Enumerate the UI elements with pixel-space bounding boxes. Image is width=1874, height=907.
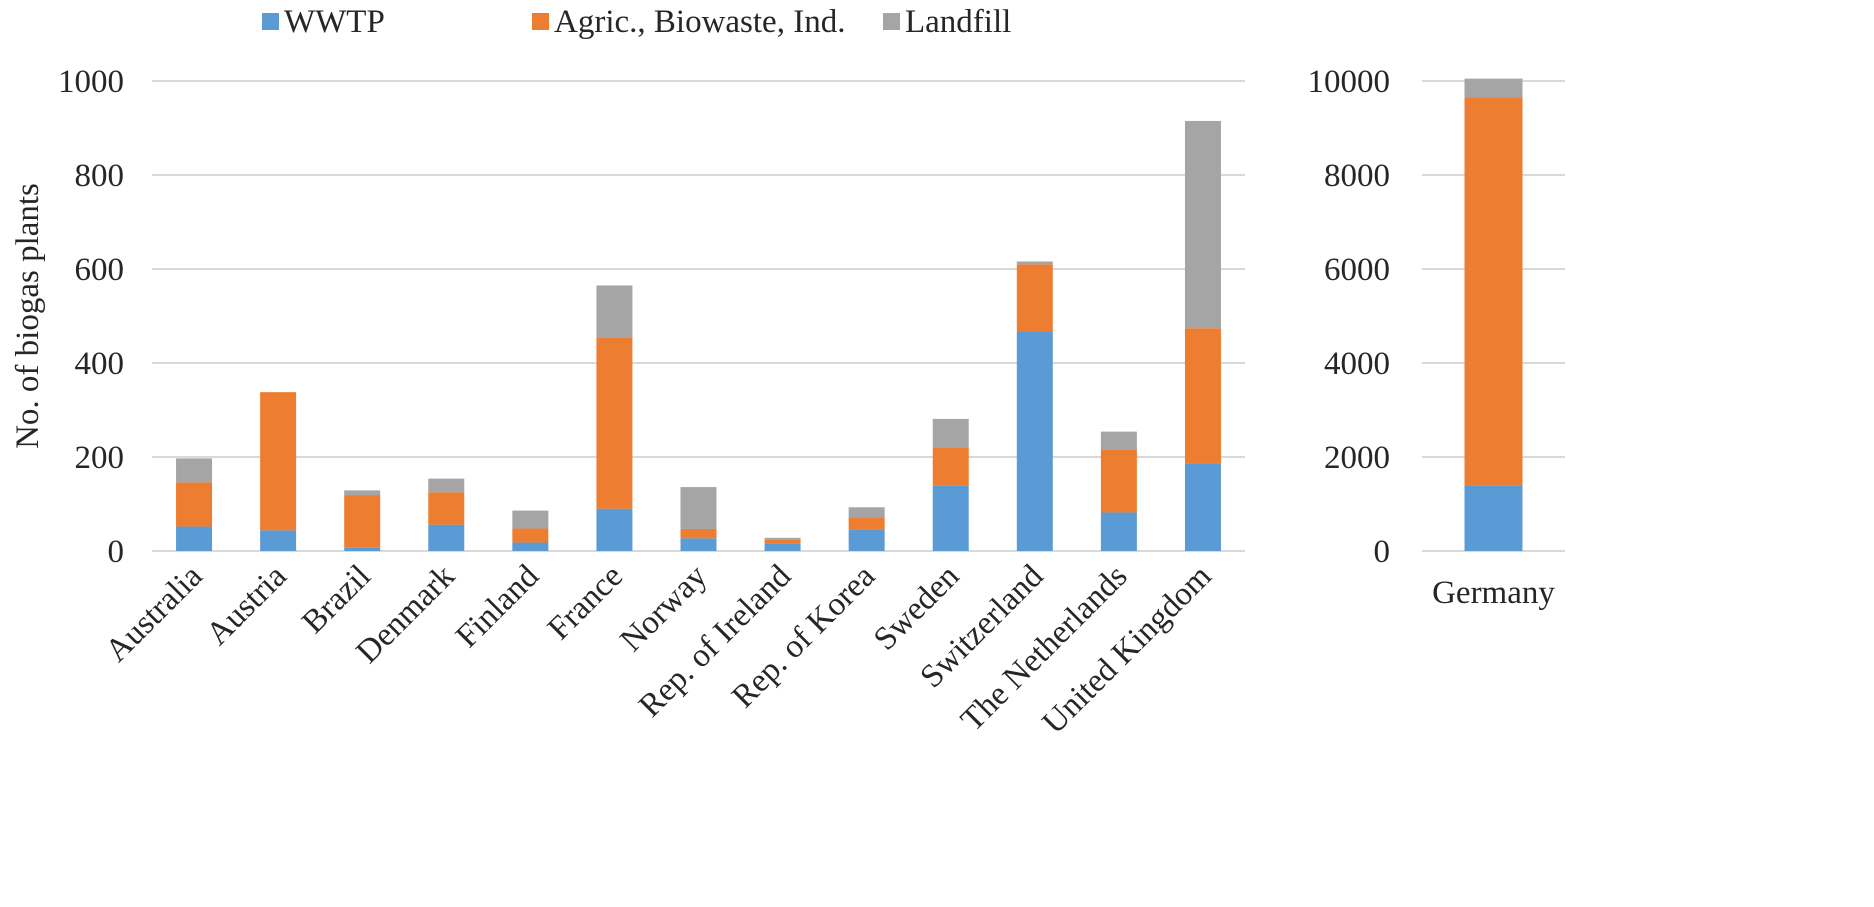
bar-germany-wwtp bbox=[1464, 485, 1523, 551]
bar-brazil-landfill bbox=[344, 490, 381, 496]
bar-the-netherlands-landfill bbox=[1100, 431, 1137, 450]
left-y-tick-label: 200 bbox=[75, 440, 125, 476]
left-y-tick-label: 1000 bbox=[58, 64, 124, 100]
x-category-label-germany: Germany bbox=[1432, 575, 1555, 611]
bar-rep-of-ireland-landfill bbox=[764, 537, 801, 540]
bar-france-wwtp bbox=[596, 508, 633, 551]
bar-france-agric-biowaste-ind bbox=[596, 337, 633, 509]
legend-swatch-landfill bbox=[883, 13, 900, 30]
bar-australia-landfill bbox=[176, 458, 213, 483]
legend: WWTP Agric., Biowaste, Ind. Landfill bbox=[262, 4, 1011, 40]
right-y-tick-label: 0 bbox=[1374, 534, 1391, 570]
bar-brazil-agric-biowaste-ind bbox=[344, 495, 381, 548]
right-y-tick-label: 8000 bbox=[1324, 158, 1390, 194]
bar-rep-of-korea-agric-biowaste-ind bbox=[848, 517, 885, 530]
bar-rep-of-korea-wwtp bbox=[848, 529, 885, 551]
bar-switzerland-landfill bbox=[1016, 261, 1053, 265]
bar-rep-of-ireland-wwtp bbox=[764, 543, 801, 551]
bar-sweden-landfill bbox=[932, 418, 969, 448]
bar-rep-of-ireland-agric-biowaste-ind bbox=[764, 539, 801, 544]
bar-finland-wwtp bbox=[512, 542, 549, 551]
bar-denmark-agric-biowaste-ind bbox=[428, 492, 465, 525]
bar-united-kingdom-agric-biowaste-ind bbox=[1184, 328, 1221, 464]
legend-label-landfill: Landfill bbox=[905, 4, 1011, 40]
bar-the-netherlands-wwtp bbox=[1100, 512, 1137, 551]
bar-norway-wwtp bbox=[680, 538, 717, 551]
left-y-tick-label: 0 bbox=[108, 534, 125, 570]
left-y-tick-label: 400 bbox=[75, 346, 125, 382]
right-y-tick-label: 2000 bbox=[1324, 440, 1390, 476]
bar-denmark-landfill bbox=[428, 478, 465, 493]
bar-switzerland-wwtp bbox=[1016, 331, 1053, 551]
right-y-tick-label: 6000 bbox=[1324, 252, 1390, 288]
bar-the-netherlands-agric-biowaste-ind bbox=[1100, 449, 1137, 513]
legend-swatch-wwtp bbox=[262, 13, 279, 30]
bar-united-kingdom-landfill bbox=[1184, 120, 1221, 329]
bar-brazil-wwtp bbox=[344, 547, 381, 551]
bar-norway-agric-biowaste-ind bbox=[680, 528, 717, 539]
bar-australia-wwtp bbox=[176, 526, 213, 551]
right-chart-panel: 0 2000 4000 6000 8000 10000 Germany bbox=[1308, 64, 1565, 611]
bar-norway-landfill bbox=[680, 487, 717, 529]
x-category-label-austria: Austria bbox=[200, 558, 294, 652]
bar-germany-agric-biowaste-ind bbox=[1464, 97, 1523, 486]
bar-germany-landfill bbox=[1464, 78, 1523, 98]
y-axis-title: No. of biogas plants bbox=[10, 183, 46, 449]
bar-finland-agric-biowaste-ind bbox=[512, 528, 549, 543]
bar-australia-agric-biowaste-ind bbox=[176, 482, 213, 527]
bar-austria-agric-biowaste-ind bbox=[260, 392, 297, 531]
bar-united-kingdom-wwtp bbox=[1184, 463, 1221, 551]
bar-austria-wwtp bbox=[260, 530, 297, 551]
x-category-label-finland: Finland bbox=[449, 558, 546, 655]
legend-label-wwtp: WWTP bbox=[284, 4, 385, 40]
bar-rep-of-korea-landfill bbox=[848, 507, 885, 518]
bar-switzerland-agric-biowaste-ind bbox=[1016, 264, 1053, 332]
bar-france-landfill bbox=[596, 285, 633, 338]
bar-finland-landfill bbox=[512, 510, 549, 529]
right-y-tick-label: 4000 bbox=[1324, 346, 1390, 382]
right-y-tick-label: 10000 bbox=[1308, 64, 1391, 100]
bar-denmark-wwtp bbox=[428, 524, 465, 551]
bar-sweden-wwtp bbox=[932, 485, 969, 551]
legend-label-agric-biowaste-ind: Agric., Biowaste, Ind. bbox=[554, 4, 845, 40]
x-category-label-australia: Australia bbox=[99, 558, 210, 669]
legend-swatch-agric-biowaste-ind bbox=[532, 13, 549, 30]
left-y-tick-label: 600 bbox=[75, 252, 125, 288]
left-y-tick-label: 800 bbox=[75, 158, 125, 194]
bar-sweden-agric-biowaste-ind bbox=[932, 447, 969, 486]
